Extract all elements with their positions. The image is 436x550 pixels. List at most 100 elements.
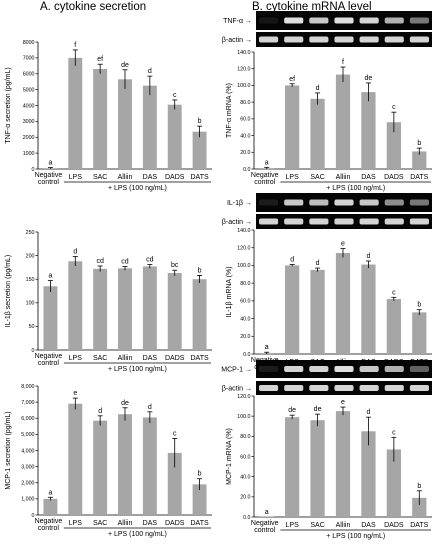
- bar: [93, 420, 108, 515]
- significance-label: de: [288, 407, 296, 414]
- bar: [167, 273, 182, 350]
- y-tick-label: 0: [32, 348, 35, 354]
- y-tick-label: 4000: [23, 103, 35, 109]
- bar: [335, 411, 351, 517]
- y-tick-label: 6000: [23, 72, 35, 78]
- gel-label: TNF-α →: [223, 18, 252, 25]
- y-tick-label: 120.0: [237, 67, 250, 73]
- y-tick-label: 100.0: [237, 83, 250, 89]
- y-tick-label: 5,000: [21, 432, 34, 438]
- bar: [142, 417, 157, 515]
- significance-label: c: [392, 429, 396, 436]
- significance-label: c: [173, 92, 177, 99]
- bar: [93, 68, 108, 169]
- bar: [68, 261, 83, 350]
- gel-band: [284, 17, 304, 24]
- header-cytokine-secretion: A. cytokine secretion: [40, 1, 147, 13]
- bar: [386, 122, 401, 169]
- header-cytokine-mrna: B. cytokine mRNA level: [252, 1, 372, 13]
- gel-band: [309, 17, 329, 24]
- gel-band: [259, 36, 279, 43]
- y-tick-label: 6,000: [21, 416, 34, 422]
- significance-label: d: [98, 408, 102, 415]
- significance-label: b: [417, 302, 421, 309]
- y-tick-label: 200: [26, 253, 35, 259]
- category-label: DAS: [361, 174, 376, 181]
- category-label: DAS: [143, 520, 158, 527]
- bar: [167, 452, 182, 515]
- significance-label: e: [341, 241, 345, 248]
- y-tick-label: 80.0: [240, 100, 250, 106]
- y-axis-label: TNF-α mRNA (%): [226, 83, 233, 138]
- category-label: DADS: [165, 355, 185, 362]
- significance-label: cd: [121, 258, 129, 265]
- significance-label: c: [392, 104, 396, 111]
- bar: [68, 57, 83, 169]
- significance-label: b: [198, 471, 202, 478]
- significance-label: b: [198, 267, 202, 274]
- gel-band: [359, 199, 379, 206]
- gel-band: [259, 199, 279, 206]
- category-label: Negative: [35, 518, 63, 525]
- significance-label: d: [316, 260, 320, 267]
- y-tick-label: 3,000: [21, 464, 34, 470]
- category-label: control: [254, 179, 275, 186]
- gel-band: [384, 17, 404, 24]
- category-label: DATS: [190, 520, 208, 527]
- gel-band: [384, 218, 404, 225]
- gel-band: [309, 218, 329, 225]
- gel-band: [359, 218, 379, 225]
- bar: [310, 420, 325, 517]
- bar: [412, 312, 427, 354]
- y-axis-label: IL-1β secretion (pg/mL): [5, 255, 12, 328]
- y-axis-label: MCP-1 mRNA (%): [226, 428, 233, 485]
- bar: [192, 484, 207, 515]
- category-label: DATS: [190, 174, 208, 181]
- category-label: DAS: [143, 355, 158, 362]
- group-label: + LPS (100 ng/mL): [326, 185, 385, 192]
- significance-label: de: [365, 75, 373, 82]
- significance-label: d: [290, 257, 294, 264]
- significance-label: f: [74, 42, 76, 49]
- significance-label: b: [198, 118, 202, 125]
- significance-label: b: [417, 140, 421, 147]
- y-tick-label: 7,000: [21, 400, 34, 406]
- group-label: + LPS (100 ng/mL): [108, 531, 167, 538]
- y-tick-label: 100.0: [237, 414, 250, 420]
- category-label: SAC: [310, 174, 324, 181]
- significance-label: a: [48, 160, 52, 167]
- significance-label: d: [148, 404, 152, 411]
- bar: [361, 264, 376, 354]
- group-label: + LPS (100 ng/mL): [326, 533, 385, 540]
- y-tick-label: 80.0: [240, 281, 250, 287]
- category-label: LPS: [69, 174, 83, 181]
- y-tick-label: 20.0: [240, 334, 250, 340]
- gel-band: [309, 36, 329, 43]
- y-tick-label: 1,000: [21, 497, 34, 503]
- significance-label: cd: [96, 258, 104, 265]
- gel-band: [409, 385, 429, 391]
- gel-band: [284, 385, 304, 391]
- bar: [285, 85, 300, 169]
- significance-label: a: [265, 159, 269, 166]
- category-label: Negative: [251, 172, 279, 179]
- bar: [335, 74, 351, 169]
- significance-label: d: [366, 409, 370, 416]
- group-label: + LPS (100 ng/mL): [108, 185, 167, 192]
- gel-band: [384, 366, 404, 372]
- significance-label: d: [366, 253, 370, 260]
- significance-label: ef: [97, 56, 103, 63]
- significance-label: d: [148, 68, 152, 75]
- y-tick-label: 60.0: [240, 117, 250, 123]
- gel-band: [384, 385, 404, 391]
- y-tick-label: 100: [26, 301, 35, 307]
- significance-label: a: [48, 489, 52, 496]
- category-label: LPS: [69, 355, 83, 362]
- gel-band: [309, 366, 329, 372]
- significance-label: a: [265, 344, 269, 351]
- significance-label: cd: [146, 257, 154, 264]
- significance-label: de: [121, 62, 129, 69]
- gel-band: [259, 366, 279, 372]
- bar: [285, 417, 300, 517]
- chart-tnf_secretion: 0 1000 2000 3000 4000 5000 6000 7000 8000 TNF-α s…: [5, 40, 212, 192]
